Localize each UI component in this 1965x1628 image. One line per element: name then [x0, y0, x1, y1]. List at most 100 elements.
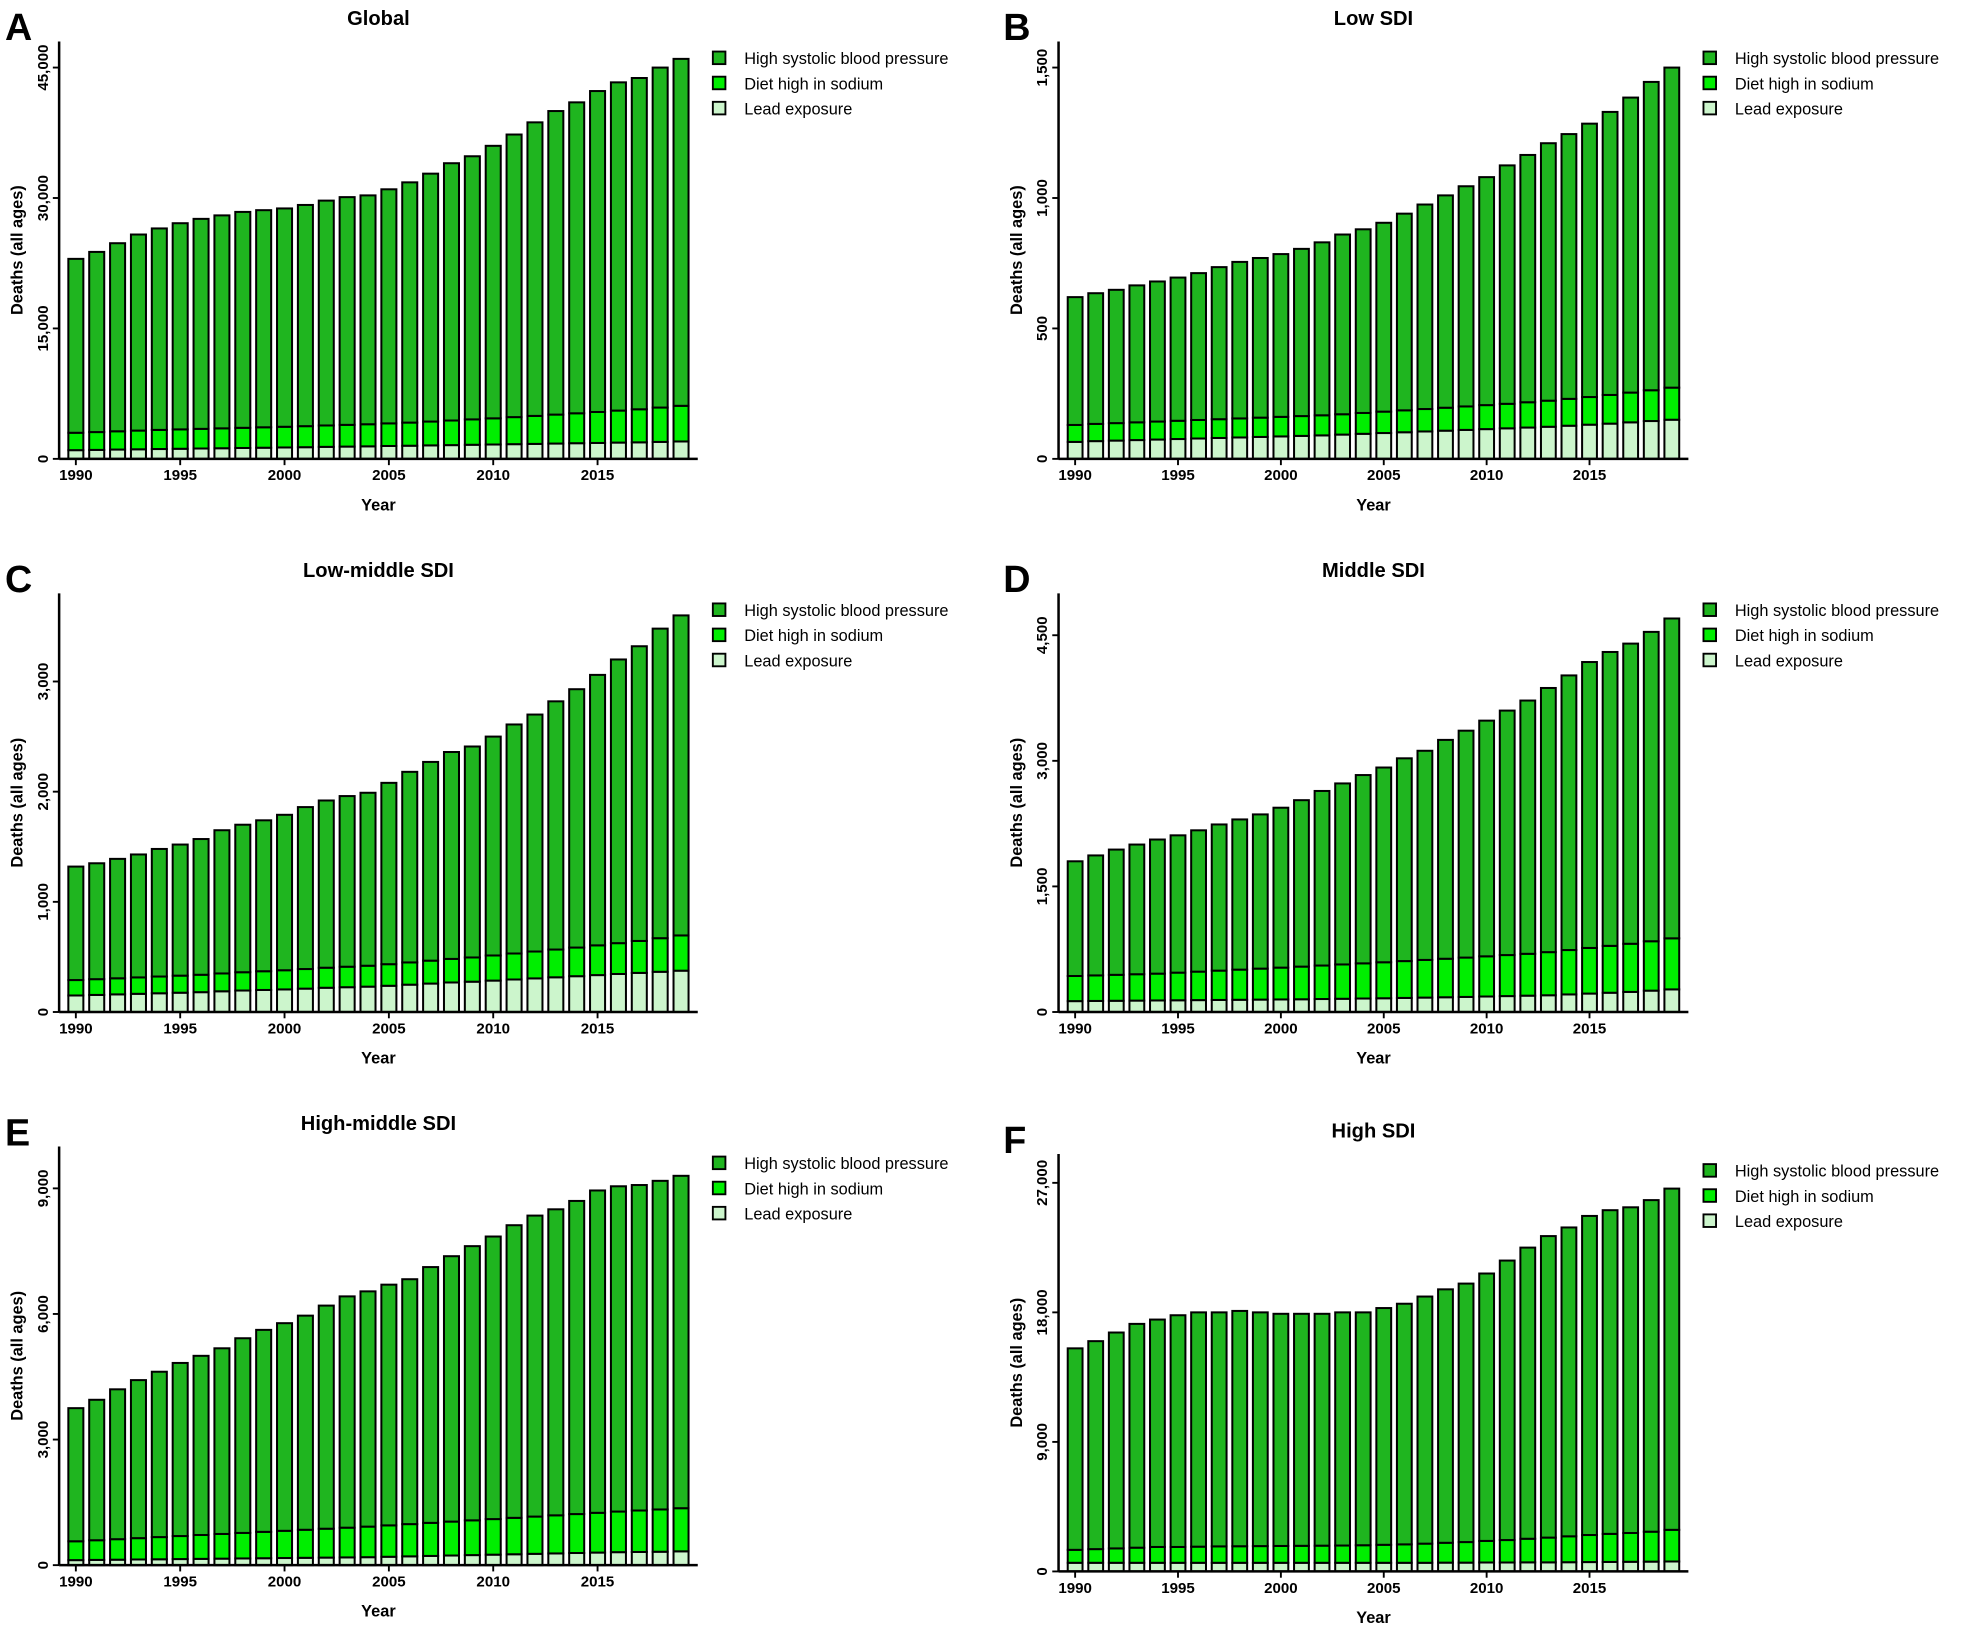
legend-swatch [711, 627, 727, 643]
bar-segment [1581, 122, 1598, 399]
bar-segment [1642, 420, 1660, 460]
bar-segment [1210, 1545, 1228, 1564]
y-tick-label: 1,500 [1034, 49, 1051, 87]
legend-label: Diet high in sodium [744, 75, 883, 93]
bar-segment [192, 991, 210, 1014]
bar-segment [1395, 212, 1413, 412]
bar-segment [505, 1516, 523, 1556]
bar-segment [317, 1527, 335, 1559]
bar-segment [150, 428, 168, 451]
bar-segment [568, 412, 586, 445]
bar-segment [1622, 391, 1640, 424]
bar-segment [547, 1208, 565, 1517]
bar-segment [1334, 433, 1352, 460]
bar-segment [129, 1537, 147, 1561]
legend-swatch [711, 602, 727, 617]
legend-swatch [1702, 1213, 1717, 1228]
bar-segment [1210, 998, 1228, 1014]
bar-segment [380, 1524, 398, 1558]
bar-segment [609, 441, 627, 460]
bar-segment [255, 819, 273, 973]
bar-segment [630, 939, 648, 974]
y-tick-label: 0 [1034, 455, 1051, 463]
y-tick-label: 1,500 [1034, 868, 1051, 906]
bar-segment [109, 1388, 127, 1541]
x-tick-label: 1995 [1161, 1580, 1195, 1597]
bar-segment [1663, 1560, 1681, 1573]
legend-swatch [711, 1180, 727, 1196]
bar-segment [1313, 789, 1331, 967]
bar-segment [505, 416, 523, 446]
bar-segment [1107, 1547, 1125, 1564]
y-axis-label: Deaths (all ages) [1008, 185, 1026, 315]
legend-swatch [1702, 602, 1717, 617]
bar-segment [609, 1551, 627, 1567]
bar-segment [1395, 431, 1413, 460]
bar-segment [234, 1531, 252, 1560]
bar-segment [1601, 1560, 1619, 1573]
bar-segment [338, 196, 356, 426]
bar-segment [589, 1189, 607, 1514]
bar-segment [150, 227, 168, 431]
bar-segment [422, 959, 440, 985]
bar-segment [359, 445, 377, 460]
panel: A Global Year Deaths (all ages) 1990 1995 2000… [5, 6, 948, 514]
bar-segment [276, 207, 294, 428]
bar-segment [463, 1245, 481, 1522]
bar-segment [1581, 396, 1598, 426]
bar-segment [317, 799, 335, 969]
x-tick-label: 2005 [372, 467, 406, 484]
bar-segment [1478, 1539, 1496, 1564]
x-tick-label: 1990 [59, 467, 93, 484]
bar-segment [1169, 1545, 1187, 1564]
bar-segment [547, 413, 565, 445]
bar-segment [1210, 823, 1228, 972]
x-tick-label: 2015 [1573, 1020, 1607, 1037]
bar-segment [1334, 963, 1352, 1000]
bar-segment [1416, 1542, 1434, 1564]
bar-segment [609, 1185, 627, 1513]
bar-segment [401, 1523, 419, 1558]
panel-label: D [1003, 558, 1030, 600]
legend-swatch [1702, 652, 1717, 668]
bar-segment [109, 448, 127, 460]
bar-segment [1334, 1311, 1352, 1547]
bar-segment [338, 1295, 356, 1529]
bar-segment [442, 419, 461, 447]
bar-segment [255, 209, 273, 429]
bar-segment [88, 448, 106, 460]
x-tick-label: 2005 [1367, 1020, 1401, 1037]
bar-segment [589, 1551, 607, 1567]
bar-segment [359, 194, 377, 426]
x-tick-label: 2005 [372, 1020, 406, 1037]
bar-segment [442, 751, 461, 960]
legend-label: Lead exposure [744, 100, 852, 118]
bar-segment [296, 203, 314, 428]
bar-segment [442, 162, 461, 422]
x-tick-label: 2015 [581, 1020, 615, 1037]
bar-segment [630, 408, 648, 444]
y-tick-label: 1,000 [35, 883, 52, 921]
bar-segment [1642, 389, 1660, 423]
bar-segment [609, 658, 627, 945]
bar-segment [1437, 996, 1454, 1014]
bar-segment [1395, 960, 1413, 999]
bar-segment [1416, 958, 1434, 999]
bar-segment [1354, 228, 1372, 414]
bar-segment [1601, 1209, 1619, 1535]
bar-segment [255, 988, 273, 1014]
bar-segment [1251, 998, 1269, 1014]
bar-segment [296, 1314, 314, 1531]
bar-segment [109, 242, 127, 433]
bar-segment [1354, 774, 1372, 965]
bar-segment [484, 443, 502, 460]
bar-segment [1149, 420, 1166, 441]
bar-segment [1416, 749, 1434, 961]
bar-segment [1416, 203, 1434, 411]
bar-segment [1581, 1561, 1598, 1573]
bar-segment [1354, 1544, 1372, 1564]
bar-segment [1642, 1530, 1660, 1563]
bar-segment [1395, 1543, 1413, 1564]
bar-segment [1210, 266, 1228, 421]
bar-segment [192, 427, 210, 450]
